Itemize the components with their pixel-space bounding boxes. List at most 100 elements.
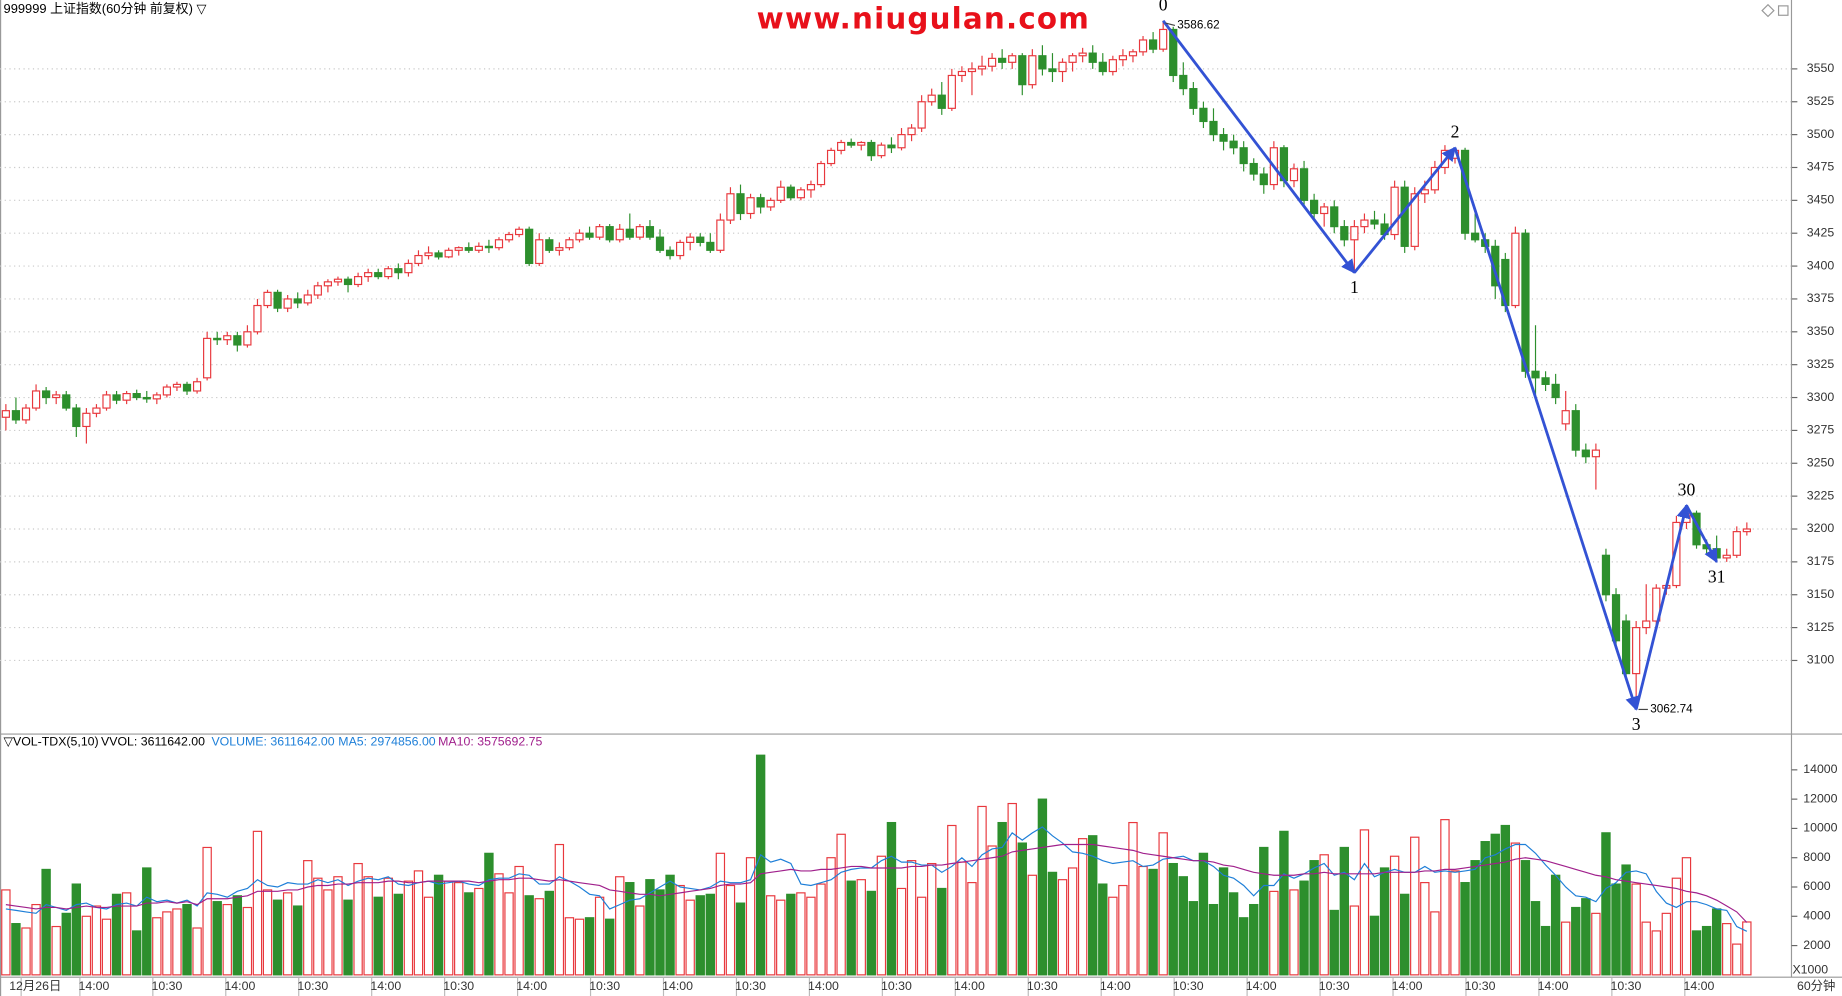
volume-bar xyxy=(826,857,836,976)
maximize-icon[interactable] xyxy=(1777,5,1789,16)
candle-body xyxy=(565,239,574,249)
candle-body xyxy=(645,226,655,238)
candle-body xyxy=(142,396,151,400)
window-controls[interactable] xyxy=(1761,3,1789,18)
candle-body xyxy=(1561,410,1570,425)
volume-bar xyxy=(1359,829,1370,976)
volume-bar xyxy=(665,874,675,976)
volume-bar xyxy=(1138,865,1148,976)
volume-bar xyxy=(433,874,444,976)
volume-bar xyxy=(1420,882,1430,976)
candle-body xyxy=(877,144,886,157)
volume-bar xyxy=(252,830,263,976)
candle-body xyxy=(424,252,433,257)
volume-bar xyxy=(1349,905,1360,976)
volume-bar xyxy=(413,870,424,976)
candle-body xyxy=(796,189,805,199)
volume-bar xyxy=(333,876,343,976)
volume-bar xyxy=(504,892,514,976)
indicator-name: ▽VOL-TDX(5,10) xyxy=(4,735,99,749)
volume-bar xyxy=(172,908,182,976)
volume-bar xyxy=(1701,925,1712,976)
unit-note: X1000 xyxy=(1792,962,1828,976)
candle-body xyxy=(283,298,292,309)
y-tick-label: 3300 xyxy=(1807,390,1835,404)
volume-bar xyxy=(464,892,474,976)
volume-bar xyxy=(1218,867,1229,976)
volume-bar xyxy=(31,903,41,976)
candle-body xyxy=(353,276,363,286)
volume-bar xyxy=(1108,896,1118,976)
x-tick-label: 10:30 xyxy=(443,979,474,993)
volume-bar xyxy=(725,884,736,976)
y-tick-label: 3325 xyxy=(1807,357,1835,371)
volume-bar xyxy=(1228,892,1239,976)
candle-body xyxy=(132,393,141,399)
volume-bar xyxy=(896,887,907,976)
y-tick-label: 3150 xyxy=(1807,587,1835,601)
volume-bar xyxy=(222,903,232,976)
candle-body xyxy=(1571,410,1580,451)
volume-bar xyxy=(1591,912,1601,976)
candle-body xyxy=(625,228,634,238)
volume-bar xyxy=(927,862,937,976)
volume-bar xyxy=(61,912,71,976)
volume-bar xyxy=(755,754,766,976)
volume-bar xyxy=(1208,903,1219,976)
volume-bar xyxy=(293,905,303,976)
volume-bar xyxy=(625,882,635,976)
candle-body xyxy=(696,236,705,244)
candle-body xyxy=(233,335,242,346)
candle-body xyxy=(243,331,252,346)
candle-body xyxy=(21,407,31,421)
candle-body xyxy=(1521,232,1530,372)
candle-body xyxy=(1340,226,1349,241)
volume-bar xyxy=(1309,860,1319,976)
x-tick-label: 14:00 xyxy=(516,979,547,993)
volume-bar xyxy=(373,896,383,976)
ma10-line xyxy=(5,843,1748,923)
volume-bar xyxy=(1088,835,1098,976)
volume-bar xyxy=(363,876,373,976)
candle-body xyxy=(1652,587,1661,622)
volume-bar xyxy=(1188,901,1199,976)
volume-bar xyxy=(51,925,61,976)
volume-bar xyxy=(544,890,554,976)
y-tick-label: 3450 xyxy=(1807,193,1835,207)
candle-body xyxy=(1471,232,1480,241)
restore-icon[interactable] xyxy=(1761,3,1775,18)
y-tick-label: 3175 xyxy=(1807,554,1835,568)
candle-body xyxy=(535,239,544,265)
candle-body xyxy=(52,394,61,399)
wave-line xyxy=(1453,147,1639,711)
candle-body xyxy=(404,262,413,274)
volume-bar xyxy=(202,846,212,976)
candle-body xyxy=(887,144,896,149)
candle-body xyxy=(82,412,91,428)
volume-bar xyxy=(1389,855,1400,976)
volume-bar xyxy=(1158,832,1168,976)
candle-body xyxy=(595,226,604,238)
candle-body xyxy=(1541,377,1550,385)
volume-bar xyxy=(1530,901,1541,976)
candle-body xyxy=(1179,74,1188,90)
volume-bar xyxy=(675,884,685,976)
volume-bar xyxy=(836,833,846,976)
volume-bar xyxy=(1198,852,1209,976)
candle-body xyxy=(867,141,876,157)
volume-bar xyxy=(182,903,192,976)
volume-bar xyxy=(977,805,987,976)
candle-body xyxy=(555,247,564,251)
candle-body xyxy=(1320,206,1329,215)
candle-body xyxy=(1581,449,1590,458)
volume-bar xyxy=(796,892,806,976)
volume-bar xyxy=(1027,874,1038,976)
volume-bar xyxy=(1540,925,1551,976)
candle-body xyxy=(1742,528,1751,533)
candle-body xyxy=(1611,594,1621,642)
volume-bar xyxy=(1550,874,1561,976)
candle-body xyxy=(857,141,866,146)
candle-body xyxy=(665,249,675,257)
